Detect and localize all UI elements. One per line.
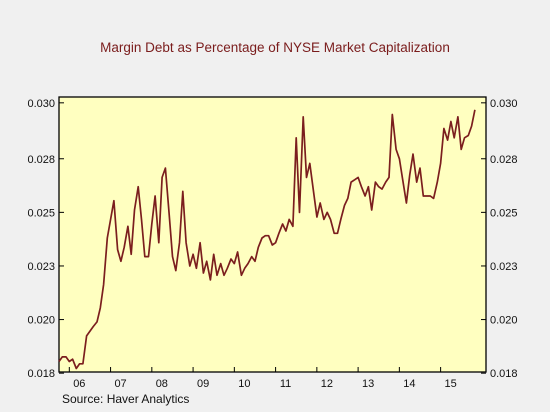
y-tick-label-right: 0.020 (490, 315, 518, 327)
series-line (58, 109, 476, 370)
y-tick-label-left: 0.030 (27, 98, 55, 110)
y-tick-label-right: 0.028 (490, 154, 518, 166)
y-tick-label-left: 0.020 (27, 315, 55, 327)
x-tick-label: 06 (73, 378, 85, 390)
y-tick-label-left: 0.018 (27, 368, 55, 380)
source-note: Source: Haver Analytics (62, 392, 190, 406)
chart-title: Margin Debt as Percentage of NYSE Market… (100, 40, 450, 55)
y-tick-label-right: 0.023 (490, 261, 518, 273)
x-tick-label: 12 (321, 378, 333, 390)
x-tick-label: 07 (114, 378, 126, 390)
x-tick-label: 09 (197, 378, 209, 390)
x-tick-label: 11 (280, 378, 291, 390)
x-tick-label: 15 (444, 378, 456, 390)
y-tick-label-left: 0.025 (27, 207, 55, 219)
x-axis: 06 07 08 09 10 11 12 13 14 15 (68, 367, 457, 390)
x-tick-label: 10 (238, 378, 250, 390)
y-tick-label-right: 0.025 (490, 207, 518, 219)
x-tick-label: 14 (403, 378, 415, 390)
x-tick-label: 08 (156, 378, 168, 390)
y-tick-label-left: 0.023 (27, 261, 55, 273)
x-tick-label: 13 (362, 378, 374, 390)
y-tick-label-left: 0.028 (27, 154, 55, 166)
plot-area (58, 96, 487, 373)
y-tick-label-right: 0.030 (490, 98, 518, 110)
y-axis-left: 0.018 0.020 0.023 0.025 0.028 0.030 (27, 98, 64, 380)
y-tick-label-right: 0.018 (490, 368, 518, 380)
y-axis-right: 0.018 0.020 0.023 0.025 0.028 0.030 (481, 98, 518, 380)
